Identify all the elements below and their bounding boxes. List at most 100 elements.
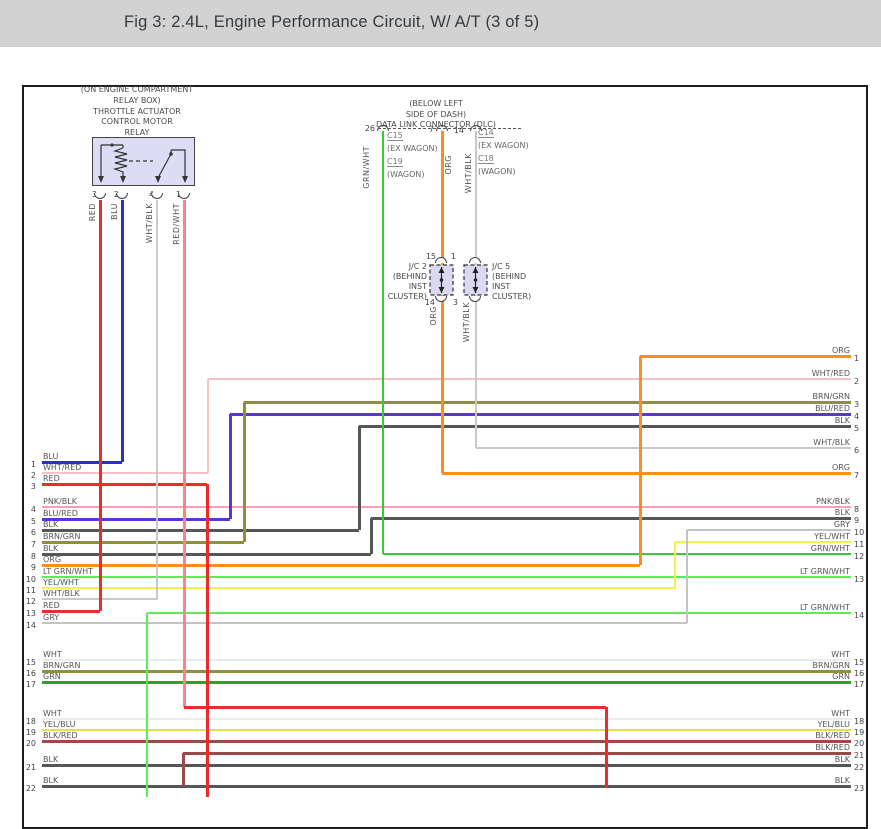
jc2-name: J/C 2 [408,262,427,271]
wire-number: 23 [854,784,865,793]
wire-label: GRN [43,672,61,681]
jc5-box [463,264,488,296]
relay-caption-line: RELAY [124,128,150,138]
wire-segment [42,739,851,743]
wire-number: 17 [25,680,36,689]
wire-number: 8 [30,552,36,561]
dlc-connector-refs-left: C15 (EX WAGON) C19 (WAGON) [387,129,438,181]
wire-segment [42,460,122,464]
wire-segment [604,707,608,788]
wire-segment [146,613,148,797]
wire-segment [42,563,640,567]
wire-color-label: ORG [444,155,453,175]
wire-segment [357,426,361,530]
wire-number: 19 [854,728,865,737]
wire-segment [156,200,158,599]
relay-caption-line: RELAY BOX) [113,95,161,105]
wire-number: 20 [854,739,865,748]
wire-label: BRN/GRN [812,392,850,401]
wire-segment [675,541,851,543]
wire-label: BLU/RED [815,404,850,413]
wire-number: 13 [25,609,36,618]
wire-segment [674,542,676,588]
wire-label: BRN/GRN [43,532,81,541]
relay-caption-line: CONTROL MOTOR [101,117,173,127]
wire-number: 8 [854,505,860,514]
wire-segment [42,680,851,684]
wire-number: 1 [854,354,860,363]
wire-number: 14 [25,621,36,630]
wire-number: 22 [854,763,865,772]
wire-label: YEL/BLU [817,720,851,729]
wire-label: WHT/RED [811,369,850,378]
wire-segment [382,131,384,554]
wire-segment [42,517,230,521]
wire-number: 9 [30,563,36,572]
jc5-caption: J/C 5 (BEHIND INST CLUSTER) [492,262,532,301]
connector-link-c18[interactable]: C18 [478,154,494,164]
wire-number: 13 [854,575,865,584]
wire-label: RED [43,601,60,610]
wire-label: ORG [831,463,850,472]
wire-number: 3 [30,482,36,491]
title-bar: Fig 3: 2.4L, Engine Performance Circuit,… [0,0,881,47]
figure-title: Fig 3: 2.4L, Engine Performance Circuit,… [124,13,540,31]
wire-segment [686,530,688,623]
connector-link-c19[interactable]: C19 [387,157,403,167]
wire-number: 18 [25,717,36,726]
wire-number: 20 [25,739,36,748]
relay-box [92,137,195,186]
wire-segment [42,659,851,661]
wire-segment [42,669,851,673]
connector-link-c15[interactable]: C15 [387,131,403,141]
wire-label: BLK [43,520,59,529]
wire-number: 11 [854,540,865,549]
wire-label: BRN/GRN [43,661,81,670]
wire-label: BLK [834,416,850,425]
wire-segment [42,472,208,474]
wire-label: ORG [43,555,62,564]
wire-number: 6 [30,528,36,537]
wire-segment [42,576,851,578]
wire-segment [42,609,100,613]
wire-segment [440,131,444,473]
wire-color-label: ORG [429,306,438,326]
wire-label: BLK [43,776,59,785]
wire-label: GRY [43,613,60,622]
wire-segment [242,402,246,542]
wire-segment [42,729,851,731]
relay-caption-line: (ON ENGINE COMPARTMENT [80,85,194,94]
connector-note: (EX WAGON) [387,144,438,153]
connector-arc-icon [435,257,447,263]
wire-segment [42,587,675,589]
wire-label: LT GRN/WHT [799,603,850,612]
wire-label: WHT [43,709,62,718]
wire-segment [228,414,232,519]
wire-segment [184,705,606,709]
wire-segment [42,506,851,508]
jc2-box [429,264,454,296]
wire-number: 5 [854,424,860,433]
wire-segment [207,379,209,473]
wire-segment [442,471,851,475]
wire-label: BLK [43,544,59,553]
wire-segment [42,482,207,486]
wire-segment [182,200,186,707]
connector-note: (WAGON) [387,170,425,179]
connector-note: (WAGON) [478,167,516,176]
pin-number: 3 [452,298,458,307]
wire-number: 10 [25,575,36,584]
wire-number: 6 [854,446,860,455]
wire-number: 9 [854,516,860,525]
wire-label: PNK/BLK [43,497,77,506]
wire-segment [183,751,851,755]
relay-caption: (ON ENGINE COMPARTMENT RELAY BOX) THROTT… [47,85,227,139]
jc5-name: J/C 5 [492,262,511,271]
wire-number: 7 [30,540,36,549]
dlc-caption-line: SIDE OF DASH) [405,109,467,119]
wire-label: BLK [834,755,850,764]
wire-number: 12 [25,597,36,606]
wire-number: 15 [25,658,36,667]
connector-link-c14[interactable]: C14 [478,128,494,138]
relay-internal-schematic [98,143,188,183]
